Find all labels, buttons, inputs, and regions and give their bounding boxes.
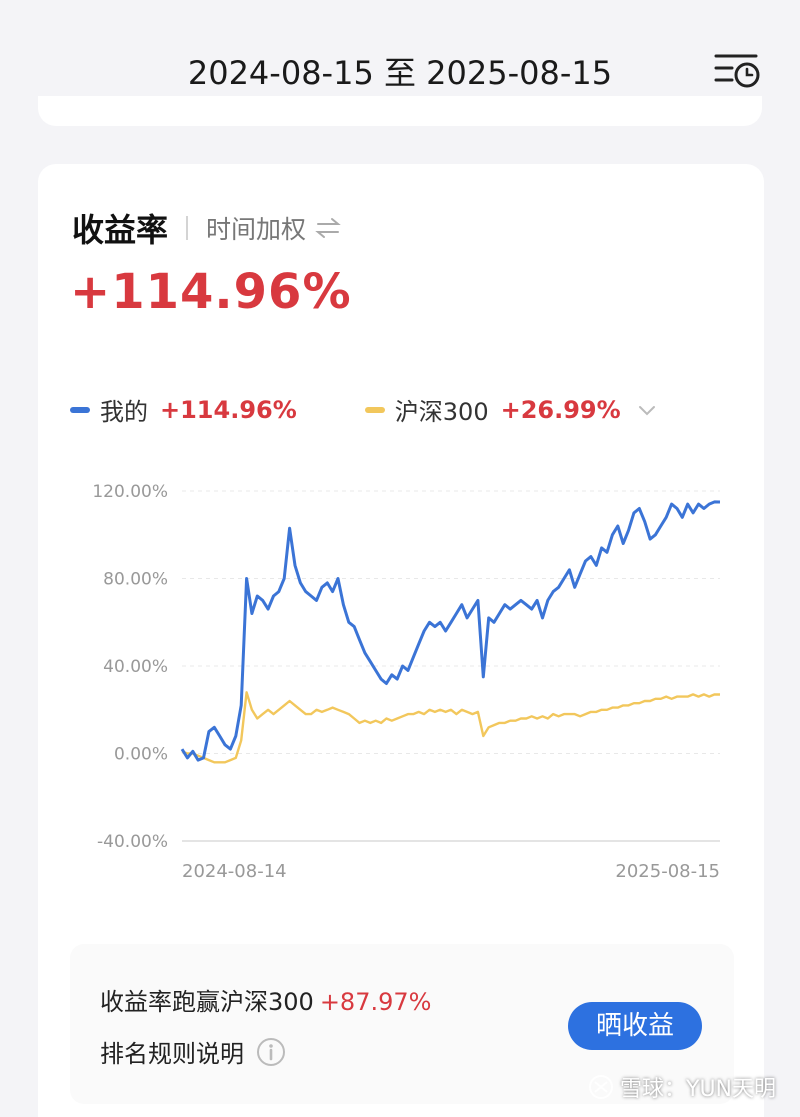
- legend-label-mine: 我的: [100, 398, 148, 426]
- info-icon[interactable]: [256, 1037, 286, 1067]
- series-line-mine: [180, 500, 721, 762]
- legend-value-index: +26.99%: [500, 395, 621, 424]
- rules-label: 排名规则说明: [100, 1040, 244, 1068]
- ranking-rules-link[interactable]: 排名规则说明: [100, 1034, 286, 1069]
- summary-box: 收益率跑赢沪深300 +87.97% 排名规则说明 晒收益: [70, 944, 734, 1104]
- x-tick-label: 2025-08-15: [615, 861, 720, 882]
- beat-index-row: 收益率跑赢沪深300 +87.97%: [100, 982, 431, 1017]
- return-card: 收益率 时间加权 +114.96% 我的 +114.96% 沪深300 +26.…: [38, 164, 764, 1117]
- watermark-text: 雪球：YUN天明: [620, 1077, 776, 1102]
- card-title-row: 收益率 时间加权: [72, 208, 342, 249]
- y-tick-label: -40.00%: [97, 832, 168, 852]
- top-card-edge: [38, 96, 762, 126]
- card-title: 收益率: [72, 211, 169, 249]
- date-start: 2024-08-15: [187, 54, 374, 92]
- legend-swatch-index: [364, 406, 385, 413]
- legend-swatch-mine: [70, 406, 90, 413]
- legend-value-mine: +114.96%: [160, 395, 297, 424]
- legend-label-index[interactable]: 沪深300: [394, 398, 489, 426]
- share-returns-button[interactable]: 晒收益: [568, 1002, 702, 1050]
- y-tick-label: 80.00%: [103, 570, 168, 590]
- snowball-logo-icon: [589, 1075, 613, 1099]
- date-range[interactable]: 2024-08-15 至 2025-08-15: [0, 48, 800, 94]
- y-tick-label: 40.00%: [103, 657, 168, 677]
- series-line-index: [181, 691, 721, 764]
- calendar-filter-icon[interactable]: [712, 50, 762, 90]
- date-separator: 至: [383, 54, 416, 92]
- swap-arrows-icon[interactable]: [314, 217, 342, 239]
- watermark: 雪球：YUN天明: [588, 1071, 776, 1103]
- top-bar: 2024-08-15 至 2025-08-15: [0, 0, 800, 130]
- chart-legend: 我的 +114.96% 沪深300 +26.99%: [70, 392, 657, 427]
- return-line-chart: 120.00% 80.00% 40.00% 0.00% -40.00% 2024-08-1…: [92, 482, 721, 882]
- beat-label: 收益率跑赢沪深300: [100, 988, 314, 1016]
- x-tick-label: 2024-08-14: [182, 861, 287, 882]
- date-end: 2025-08-15: [426, 54, 613, 92]
- weight-mode-toggle[interactable]: 时间加权: [206, 215, 307, 244]
- y-tick-label: 120.00%: [92, 482, 168, 502]
- chevron-down-icon[interactable]: [637, 403, 657, 417]
- title-divider: [186, 216, 189, 240]
- beat-value: +87.97%: [319, 988, 432, 1016]
- y-tick-label: 0.00%: [114, 745, 168, 765]
- total-return-value: +114.96%: [70, 264, 352, 320]
